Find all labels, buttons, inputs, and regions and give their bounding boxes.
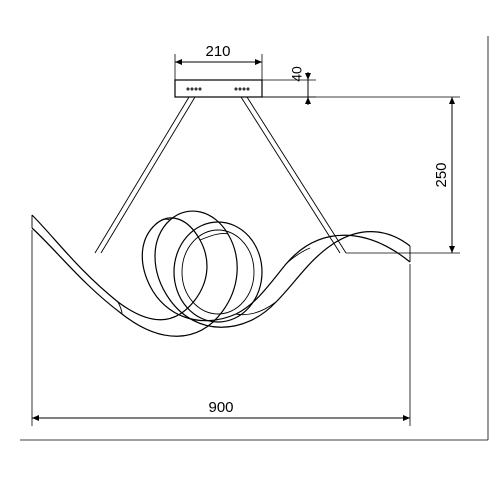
ceiling-mount [175, 80, 262, 97]
dim-total-width: 900 [32, 230, 410, 426]
dim-mount-height: 40 [262, 66, 316, 105]
lamp-body [32, 211, 410, 336]
dim-total-width-value: 900 [208, 399, 233, 416]
dim-mount-width-value: 210 [205, 43, 230, 60]
dim-mount-height-value: 40 [289, 66, 305, 82]
suspension-wires [95, 97, 346, 253]
dim-drop-height-value: 250 [433, 162, 450, 187]
dimensioned-drawing: 210 40 900 250 [0, 0, 500, 500]
dim-drop-height: 250 [262, 97, 460, 253]
dim-mount-width: 210 [175, 43, 262, 80]
